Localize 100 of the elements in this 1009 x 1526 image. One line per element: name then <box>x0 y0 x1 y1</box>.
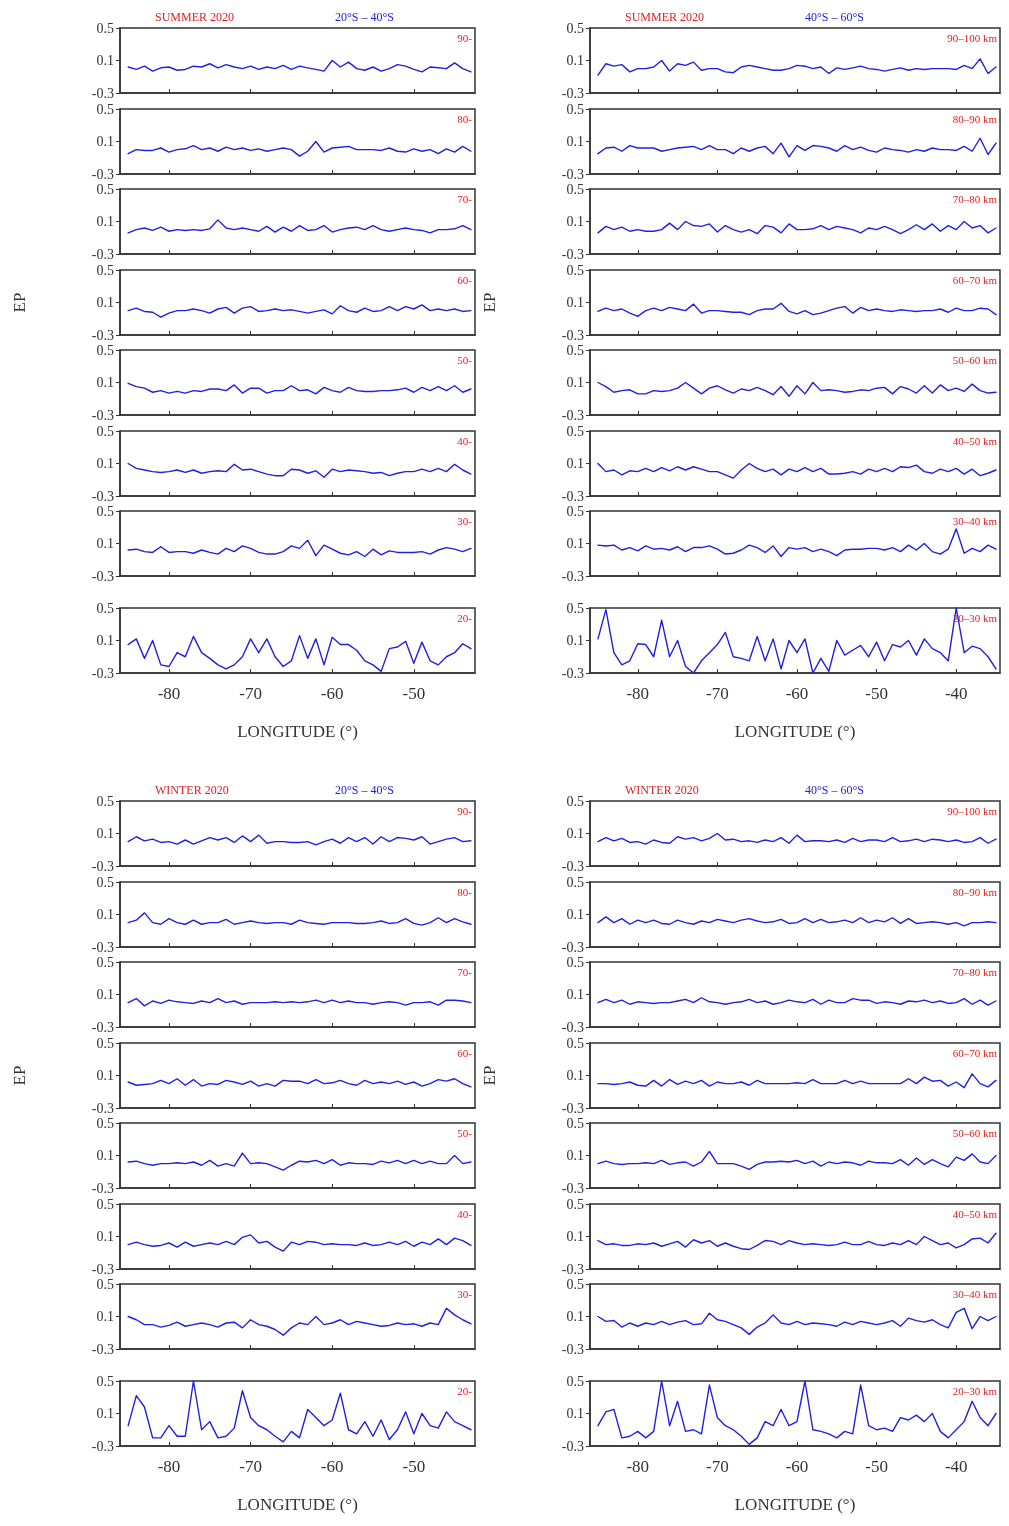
y-tick-label: 0.5 <box>96 1373 114 1388</box>
chart-title: SUMMER 2020 <box>155 10 235 24</box>
y-tick-label: 0.5 <box>566 342 584 358</box>
line-series <box>597 462 997 479</box>
annotation: 20–30 km <box>952 1384 998 1396</box>
y-tick-label: 0.5 <box>566 101 584 116</box>
y-tick-label: 0.5 <box>96 874 114 889</box>
annotation: 70- <box>457 192 473 205</box>
x-tick-label: -60 <box>320 683 344 703</box>
x-tick-label: -50 <box>865 1456 888 1476</box>
annotation: 20- <box>457 1384 473 1396</box>
y-tick-label: 0.1 <box>96 294 114 310</box>
x-axis-title: LONGITUDE (°) <box>734 721 856 741</box>
line-series <box>597 832 997 845</box>
x-axis-title: LONGITUDE (°) <box>734 1494 856 1514</box>
annotation: 50–60 km <box>952 1126 998 1139</box>
annotation: 90- <box>457 804 473 817</box>
y-tick-label: 0.5 <box>96 1115 114 1131</box>
y-tick-label: -0.3 <box>561 1180 584 1196</box>
line-series <box>597 1150 997 1171</box>
x-tick-label: -80 <box>157 683 181 703</box>
chart-subtitle: 40°S – 60°S <box>805 10 864 24</box>
x-tick-label: -70 <box>239 683 262 703</box>
line-series <box>127 462 472 478</box>
y-tick-label: 0.1 <box>566 536 584 551</box>
y-axis-title: EP <box>10 1065 29 1085</box>
annotation: 90–100 km <box>947 804 998 817</box>
y-tick-label: 0.5 <box>96 101 114 116</box>
chart-subtitle: 20°S – 40°S <box>335 783 394 797</box>
line-series <box>127 382 472 395</box>
annotation: 40- <box>457 1207 473 1219</box>
x-tick-label: -60 <box>785 683 809 703</box>
y-tick-label: -0.3 <box>91 407 114 423</box>
annotation: 50–60 km <box>952 353 998 366</box>
line-series <box>597 58 997 76</box>
line-series <box>127 219 472 234</box>
annotation: 80–90 km <box>952 112 998 124</box>
y-tick-label: -0.3 <box>561 488 584 503</box>
y-tick-label: 0.5 <box>566 1276 584 1292</box>
x-axis-title: LONGITUDE (°) <box>237 1494 358 1514</box>
annotation: 30–40 km <box>952 514 998 527</box>
line-series <box>597 606 997 674</box>
line-series <box>127 140 472 157</box>
y-tick-label: 0.1 <box>566 375 584 390</box>
x-tick-label: -70 <box>239 1456 262 1476</box>
y-axis-title: EP <box>10 292 29 312</box>
x-tick-label: -50 <box>865 683 888 703</box>
annotation: 60–70 km <box>952 1046 998 1058</box>
x-axis-title: LONGITUDE (°) <box>237 721 358 741</box>
y-tick-label: 0.1 <box>566 987 584 1002</box>
annotation: 30- <box>457 514 473 527</box>
y-tick-label: 0.1 <box>96 455 114 471</box>
line-series <box>127 1307 472 1336</box>
y-tick-label: 0.1 <box>96 133 114 149</box>
line-series <box>127 1152 472 1171</box>
y-tick-label: -0.3 <box>91 939 114 954</box>
y-tick-label: -0.3 <box>561 246 584 262</box>
y-tick-label: 0.5 <box>566 1035 584 1050</box>
chart-subtitle: 40°S – 60°S <box>805 783 864 797</box>
y-tick-label: 0.1 <box>566 1309 584 1324</box>
y-tick-label: 0.5 <box>566 600 584 615</box>
annotation: 20- <box>457 611 473 623</box>
line-series <box>597 220 997 235</box>
y-tick-label: 0.1 <box>96 214 114 229</box>
line-series <box>127 634 472 672</box>
x-tick-label: -80 <box>626 683 650 703</box>
x-tick-label: -60 <box>785 1456 809 1476</box>
y-tick-label: -0.3 <box>561 407 584 423</box>
y-tick-label: 0.1 <box>96 1067 114 1083</box>
annotation: 70–80 km <box>952 192 998 205</box>
line-series <box>597 1232 997 1250</box>
y-tick-label: 0.5 <box>96 954 114 970</box>
y-tick-label: 0.5 <box>566 793 584 809</box>
annotation: 40–50 km <box>952 434 998 446</box>
line-series <box>127 1233 472 1252</box>
line-series <box>127 1077 472 1088</box>
y-tick-label: -0.3 <box>91 1261 114 1276</box>
y-tick-label: 0.5 <box>566 20 584 36</box>
line-series <box>127 1379 472 1443</box>
y-tick-label: 0.1 <box>566 1405 584 1421</box>
line-series <box>597 302 997 317</box>
line-series <box>127 539 472 558</box>
annotation: 90–100 km <box>947 31 998 44</box>
y-tick-label: 0.1 <box>566 906 584 922</box>
annotation: 80–90 km <box>952 885 998 897</box>
y-tick-label: -0.3 <box>91 1100 114 1115</box>
x-tick-label: -40 <box>944 683 968 703</box>
annotation: 30- <box>457 1287 473 1300</box>
y-tick-label: -0.3 <box>561 1100 584 1115</box>
line-series <box>127 303 472 318</box>
y-tick-label: 0.5 <box>566 503 584 519</box>
y-tick-label: -0.3 <box>561 1341 584 1357</box>
y-tick-label: 0.5 <box>96 181 114 197</box>
y-tick-label: 0.1 <box>96 1405 114 1421</box>
y-tick-label: 0.5 <box>566 1373 584 1388</box>
y-tick-label: -0.3 <box>561 327 584 342</box>
y-tick-label: -0.3 <box>91 665 114 680</box>
y-tick-label: -0.3 <box>91 166 114 181</box>
x-tick-label: -50 <box>402 1456 426 1476</box>
y-tick-label: 0.1 <box>96 987 114 1002</box>
